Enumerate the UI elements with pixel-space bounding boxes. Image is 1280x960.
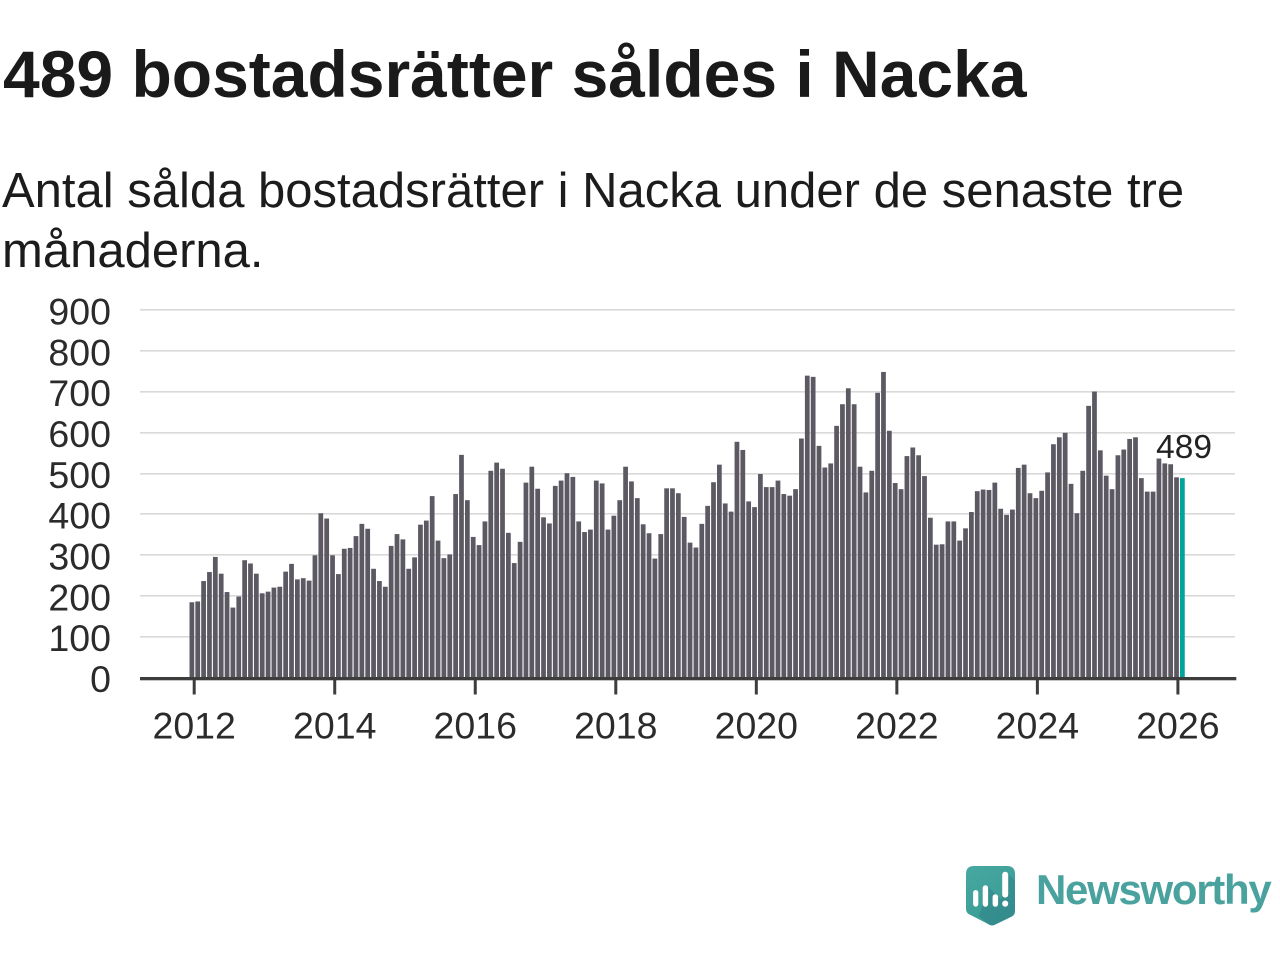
svg-text:900: 900 (48, 291, 111, 333)
svg-text:700: 700 (48, 372, 111, 414)
svg-text:2012: 2012 (152, 705, 235, 747)
svg-text:600: 600 (48, 413, 111, 455)
svg-text:200: 200 (48, 576, 111, 618)
svg-text:0: 0 (90, 658, 111, 700)
svg-text:2026: 2026 (1136, 705, 1219, 747)
svg-text:2014: 2014 (293, 705, 376, 747)
svg-text:2018: 2018 (574, 705, 657, 747)
svg-text:300: 300 (48, 536, 111, 578)
svg-text:100: 100 (48, 617, 111, 659)
svg-text:2024: 2024 (996, 705, 1079, 747)
svg-text:2016: 2016 (434, 705, 517, 747)
svg-text:2020: 2020 (715, 705, 798, 747)
svg-text:2022: 2022 (855, 705, 938, 747)
svg-text:Newsworthy: Newsworthy (1036, 866, 1272, 913)
svg-text:800: 800 (48, 331, 111, 373)
svg-text:500: 500 (48, 454, 111, 496)
svg-text:489: 489 (1156, 429, 1212, 466)
svg-text:400: 400 (48, 495, 111, 537)
